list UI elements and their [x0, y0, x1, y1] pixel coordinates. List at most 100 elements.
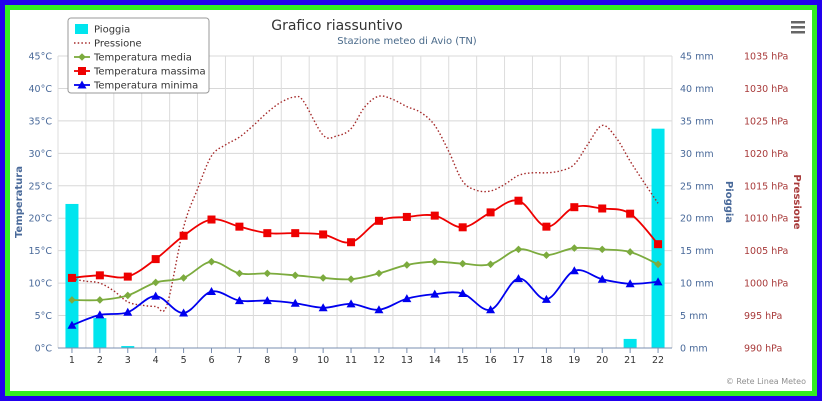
temperatura-massima-point	[430, 211, 439, 220]
temperatura-massima-point	[67, 273, 76, 282]
temperature-axis-title: Temperatura	[14, 166, 25, 238]
temperatura-media-point	[319, 274, 327, 282]
x-tick-label: 5	[181, 355, 187, 366]
temperatura-minima-point	[290, 298, 300, 307]
temperature-tick-label: 0°C	[35, 344, 53, 355]
temperatura-massima-point	[347, 238, 356, 247]
temperatura-minima-point	[179, 308, 189, 317]
temperatura-massima-point	[95, 271, 104, 280]
legend-label-pioggia[interactable]: Pioggia	[94, 25, 130, 36]
x-tick-label: 3	[125, 355, 131, 366]
temperatura-massima-point	[151, 255, 160, 264]
temperatura-massima-point	[626, 209, 635, 218]
temperatura-massima-point	[598, 204, 607, 213]
legend-label-pressione[interactable]: Pressione	[94, 39, 142, 50]
pressure-tick-label: 1000 hPa	[744, 279, 788, 290]
x-tick-label: 14	[429, 355, 441, 366]
x-tick-label: 17	[512, 355, 524, 366]
pressure-line	[71, 95, 659, 313]
temperatura-minima-point	[234, 296, 244, 305]
temperatura-massima-point	[402, 212, 411, 221]
legend-label-temperatura-media[interactable]: Temperatura media	[93, 53, 192, 64]
pressure-tick-label: 1035 hPa	[744, 52, 788, 63]
chart-subtitle: Stazione meteo di Avio (TN)	[337, 36, 477, 47]
temperatura-massima-point	[179, 231, 188, 240]
temperature-tick-label: 25°C	[29, 181, 53, 192]
temperatura-media-point	[458, 259, 467, 268]
pressure-tick-label: 990 hPa	[744, 344, 782, 355]
temperatura-media-point	[347, 275, 355, 284]
temperature-tick-label: 35°C	[29, 116, 53, 127]
pressure-tick-label: 1010 hPa	[744, 214, 788, 225]
x-tick-label: 11	[345, 355, 357, 366]
temperature-tick-label: 5°C	[35, 311, 53, 322]
pressure-tick-label: 1030 hPa	[744, 84, 788, 95]
temperatura-media-point	[654, 260, 662, 269]
rain-bar	[93, 318, 107, 348]
temperatura-minima-point	[402, 294, 412, 303]
x-tick-label: 2	[97, 355, 103, 366]
temperatura-media-point	[263, 269, 272, 278]
temperatura-massima-point	[570, 203, 579, 212]
temperatura-media-point	[430, 257, 439, 266]
temperatura-media-point	[68, 296, 76, 304]
temperatura-media-point	[235, 269, 244, 278]
temperatura-minima-point	[151, 291, 161, 300]
x-tick-label: 20	[596, 355, 608, 366]
legend-label-temperatura-massima[interactable]: Temperatura massima	[93, 67, 206, 78]
temperatura-massima-point	[374, 216, 383, 225]
hamburger-menu-icon[interactable]	[788, 18, 808, 36]
grid	[57, 55, 673, 349]
temperatura-media-point	[96, 296, 104, 304]
rain-tick-label: 40 mm	[680, 84, 714, 95]
temperatura-minima-point	[262, 296, 272, 305]
legend-label-temperatura-minima[interactable]: Temperatura minima	[93, 81, 198, 92]
x-tick-label: 16	[485, 355, 497, 366]
temperatura-media-point	[542, 251, 551, 260]
temperatura-media-point	[403, 261, 411, 269]
temperatura-massima-point	[319, 230, 328, 239]
temperatura-minima-point	[207, 287, 216, 296]
legend-symbol-temperatura-massima	[78, 67, 86, 75]
temperatura-minima-point	[346, 299, 356, 308]
temperatura-minima-point	[653, 277, 663, 286]
x-tick-label: 7	[236, 355, 242, 366]
temperatura-media-point	[179, 274, 188, 282]
temperature-tick-label: 45°C	[29, 52, 53, 63]
temperatura-massima-point	[486, 208, 495, 217]
pressure-tick-label: 1020 hPa	[744, 149, 788, 160]
temperatura-massima-point	[235, 222, 244, 231]
temperatura-minima-point	[486, 305, 496, 314]
series-lines	[67, 95, 663, 329]
rain-axis-title: Pioggia	[723, 181, 734, 223]
x-tick-label: 8	[264, 355, 270, 366]
temperatura-media-point	[514, 245, 523, 254]
temperatura-media-point	[598, 245, 607, 254]
credits[interactable]: © Rete Linea Meteo	[726, 377, 806, 386]
x-tick-label: 9	[292, 355, 298, 366]
rain-bar	[651, 128, 665, 348]
temperatura-minima-point	[458, 288, 468, 297]
x-tick-label: 10	[317, 355, 329, 366]
temperature-tick-label: 15°C	[29, 246, 53, 257]
x-tick-label: 1	[69, 355, 75, 366]
legend-symbol-pioggia	[75, 24, 88, 34]
rain-tick-label: 20 mm	[680, 214, 714, 225]
temperatura-minima-line	[71, 269, 659, 327]
temperatura-minima-point	[95, 310, 105, 319]
temperatura-minima-point	[374, 305, 384, 314]
temperatura-minima-point	[123, 307, 133, 316]
temperatura-media-point	[151, 278, 160, 287]
temperatura-media-line	[71, 246, 659, 302]
rain-bar	[623, 338, 637, 348]
temperatura-massima-point	[654, 240, 663, 249]
x-tick-label: 12	[373, 355, 385, 366]
temperatura-massima-line	[71, 199, 659, 279]
x-tick-label: 19	[568, 355, 580, 366]
x-tick-label: 15	[457, 355, 469, 366]
temperature-tick-label: 40°C	[29, 84, 53, 95]
rain-tick-label: 5 mm	[680, 311, 708, 322]
